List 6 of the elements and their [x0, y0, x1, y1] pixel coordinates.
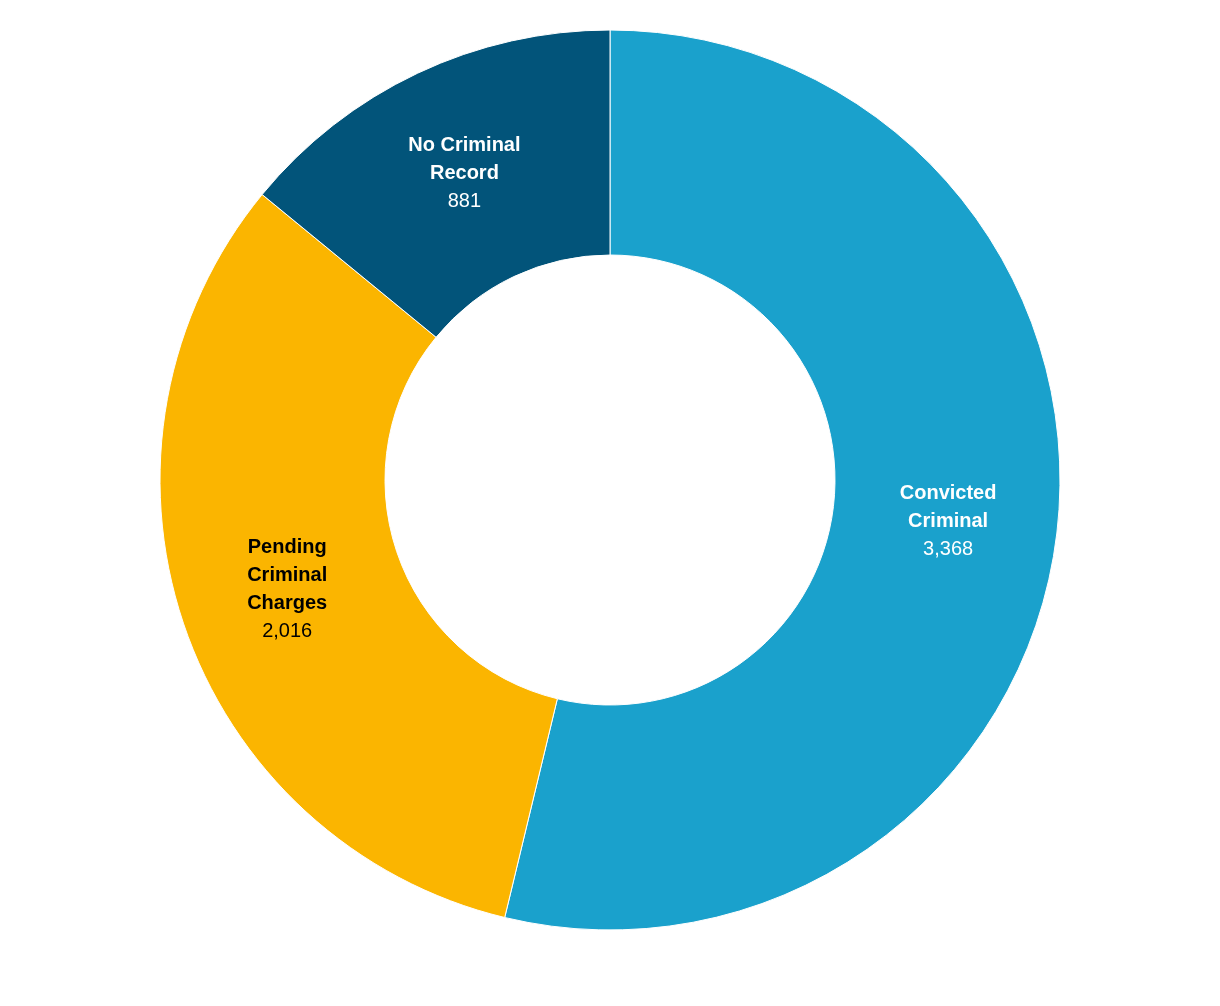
data-label: 881 — [447, 189, 482, 212]
slice-label: Pending Criminal Charges — [247, 535, 328, 614]
slice-label: Convicted Criminal — [899, 481, 997, 532]
slice-label: No Criminal Record — [408, 133, 521, 184]
data-label: 2,016 — [262, 619, 313, 642]
data-label: 3,368 — [923, 537, 974, 560]
